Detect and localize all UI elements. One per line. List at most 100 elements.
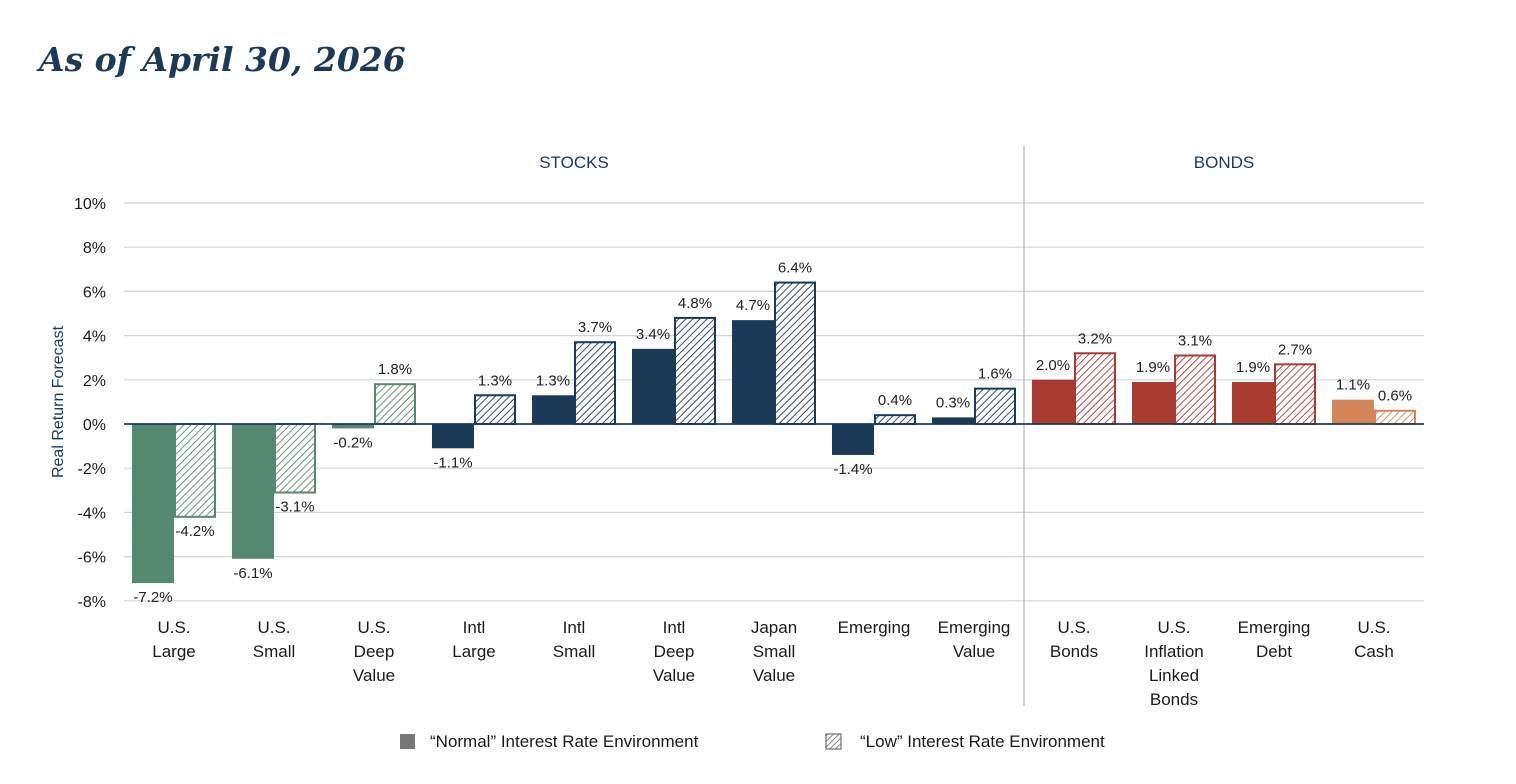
y-tick-label: 8% xyxy=(83,240,106,257)
bar-low xyxy=(574,341,616,426)
bar-low xyxy=(474,394,516,425)
category-label: Deep xyxy=(654,642,695,661)
category-label: Bonds xyxy=(1150,690,1198,709)
category-label: U.S. xyxy=(257,618,290,637)
data-label: 0.6% xyxy=(1378,388,1412,405)
data-label: -1.1% xyxy=(433,454,472,471)
bar-normal xyxy=(232,424,274,559)
bar-normal xyxy=(832,424,874,455)
category-label: Value xyxy=(653,666,695,685)
category-label: Linked xyxy=(1149,666,1199,685)
bar-normal xyxy=(332,424,374,429)
category-label: Debt xyxy=(1256,642,1292,661)
category-label: Cash xyxy=(1354,642,1394,661)
category-label: Japan xyxy=(751,618,797,637)
category-label: Bonds xyxy=(1050,642,1098,661)
data-label: 1.8% xyxy=(378,361,412,378)
bar-low xyxy=(774,281,816,425)
bar-low xyxy=(874,414,916,426)
y-tick-label: 0% xyxy=(83,417,106,434)
category-label: Emerging xyxy=(938,618,1011,637)
bar-normal xyxy=(1032,379,1074,424)
data-label: 4.8% xyxy=(678,295,712,312)
data-label: 0.4% xyxy=(878,392,912,409)
bar-normal xyxy=(932,417,974,424)
category-label: U.S. xyxy=(1057,618,1090,637)
data-label: 1.9% xyxy=(1136,359,1170,376)
bar-low xyxy=(1074,352,1116,425)
category-label: Emerging xyxy=(1238,618,1311,637)
data-label: 2.0% xyxy=(1036,357,1070,374)
bar-normal xyxy=(1332,399,1374,424)
bar-normal xyxy=(632,348,674,424)
bar-normal xyxy=(532,395,574,424)
y-tick-label: 10% xyxy=(74,196,106,213)
bar-low xyxy=(974,387,1016,426)
category-label: Value xyxy=(753,666,795,685)
bar-low xyxy=(174,423,216,518)
category-label: Emerging xyxy=(838,618,911,637)
category-label: Inflation xyxy=(1144,642,1204,661)
data-label: -7.2% xyxy=(133,589,172,606)
bar-normal xyxy=(732,320,774,424)
data-label: -1.4% xyxy=(833,461,872,478)
category-label: Small xyxy=(553,642,596,661)
y-tick-label: 6% xyxy=(83,284,106,301)
category-label: Value xyxy=(953,642,995,661)
legend-label-normal: “Normal” Interest Rate Environment xyxy=(430,732,699,751)
category-label: Small xyxy=(753,642,796,661)
bar-low xyxy=(1374,409,1416,425)
data-label: 2.7% xyxy=(1278,341,1312,358)
bar-low xyxy=(274,423,316,494)
y-axis-label: Real Return Forecast xyxy=(50,325,67,478)
y-tick-label: -6% xyxy=(78,550,106,567)
category-label: U.S. xyxy=(1357,618,1390,637)
data-label: 0.3% xyxy=(936,394,970,411)
data-label: 3.4% xyxy=(636,326,670,343)
bar-low xyxy=(1274,363,1316,425)
category-label: Large xyxy=(152,642,195,661)
data-label: 3.7% xyxy=(578,319,612,336)
data-label: 4.7% xyxy=(736,297,770,314)
category-label: U.S. xyxy=(357,618,390,637)
data-label: -4.2% xyxy=(175,523,214,540)
category-label: U.S. xyxy=(1157,618,1190,637)
y-tick-label: -2% xyxy=(78,461,106,478)
y-tick-label: -8% xyxy=(78,594,106,611)
date-title: As of April 30, 2026 xyxy=(39,40,406,79)
data-label: 1.1% xyxy=(1336,377,1370,394)
data-label: 1.9% xyxy=(1236,359,1270,376)
bar-normal xyxy=(432,424,474,449)
data-label: -6.1% xyxy=(233,565,272,582)
data-label: -3.1% xyxy=(275,499,314,516)
bar-normal xyxy=(1232,382,1274,424)
bar-normal xyxy=(132,424,174,584)
data-label: 1.6% xyxy=(978,366,1012,383)
data-label: 1.3% xyxy=(536,372,570,389)
bar-low xyxy=(674,316,716,426)
data-label: 3.1% xyxy=(1178,332,1212,349)
bar-low xyxy=(1174,354,1216,425)
category-label: U.S. xyxy=(157,618,190,637)
category-label: Intl xyxy=(563,618,586,637)
bar-normal xyxy=(1132,382,1174,424)
legend-swatch-normal xyxy=(400,734,415,749)
group-label: BONDS xyxy=(1194,153,1254,172)
bar-low xyxy=(374,383,416,425)
category-label: Value xyxy=(353,666,395,685)
data-label: 1.3% xyxy=(478,372,512,389)
y-tick-label: 4% xyxy=(83,329,106,346)
y-tick-label: 2% xyxy=(83,373,106,390)
y-tick-label: -4% xyxy=(78,505,106,522)
legend-label-low: “Low” Interest Rate Environment xyxy=(860,732,1105,751)
category-label: Intl xyxy=(663,618,686,637)
data-label: 6.4% xyxy=(778,260,812,277)
data-label: -0.2% xyxy=(333,434,372,451)
category-label: Intl xyxy=(463,618,486,637)
category-label: Small xyxy=(253,642,296,661)
group-label: STOCKS xyxy=(539,153,609,172)
category-label: Deep xyxy=(354,642,395,661)
legend-swatch-low xyxy=(825,733,842,750)
data-label: 3.2% xyxy=(1078,330,1112,347)
